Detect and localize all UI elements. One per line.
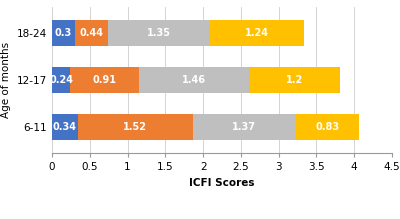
Bar xyxy=(108,19,210,46)
Bar xyxy=(52,67,70,93)
X-axis label: ICFI Scores: ICFI Scores xyxy=(189,178,255,188)
Bar xyxy=(75,19,108,46)
Text: 1.37: 1.37 xyxy=(232,122,256,132)
Bar xyxy=(52,19,75,46)
Text: 1.35: 1.35 xyxy=(147,28,171,38)
Bar xyxy=(78,114,192,140)
Text: 0.83: 0.83 xyxy=(315,122,340,132)
Bar xyxy=(192,114,296,140)
Text: 0.3: 0.3 xyxy=(55,28,72,38)
Text: 0.34: 0.34 xyxy=(53,122,77,132)
Text: 0.91: 0.91 xyxy=(92,75,116,85)
Text: 1.2: 1.2 xyxy=(286,75,303,85)
Bar xyxy=(139,67,249,93)
Bar xyxy=(296,114,359,140)
Bar xyxy=(70,67,139,93)
Text: 1.52: 1.52 xyxy=(123,122,147,132)
Y-axis label: Age of months: Age of months xyxy=(1,42,11,118)
Text: 0.44: 0.44 xyxy=(79,28,103,38)
Text: 0.24: 0.24 xyxy=(49,75,73,85)
Bar xyxy=(52,114,78,140)
Text: 1.46: 1.46 xyxy=(182,75,206,85)
Bar xyxy=(249,67,340,93)
Bar xyxy=(210,19,304,46)
Text: 1.24: 1.24 xyxy=(245,28,269,38)
